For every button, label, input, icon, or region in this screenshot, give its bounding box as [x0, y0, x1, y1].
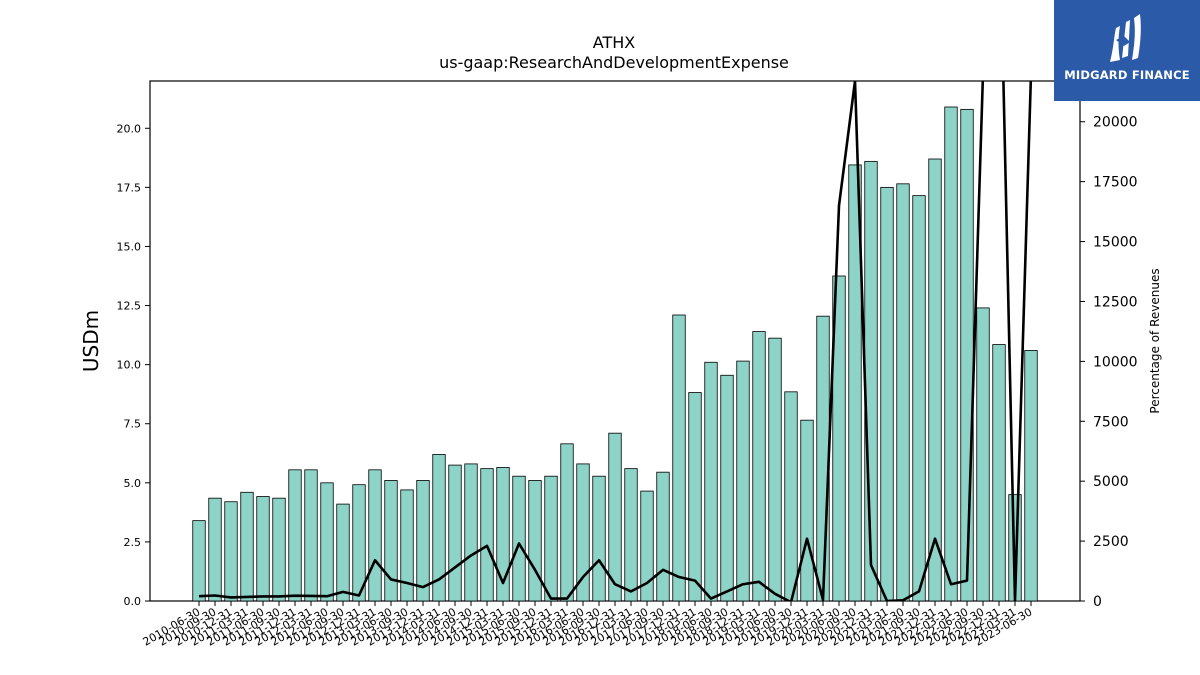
bar [416, 480, 430, 602]
bar-series [192, 106, 1038, 602]
y2-tick-label: 0 [1093, 594, 1102, 610]
bar [272, 497, 286, 602]
bar [880, 186, 894, 602]
bar [800, 419, 814, 602]
y-tick-label: 7.5 [124, 418, 142, 431]
bar [992, 344, 1006, 602]
right-y-axis: 0 2500 5000 7500 10000 12500 15000 17500 20000 [1080, 115, 1138, 610]
bar [960, 108, 974, 602]
bar [752, 331, 766, 602]
bar [560, 443, 574, 602]
bar [688, 392, 702, 602]
bar [768, 337, 782, 602]
y-tick-label: 12.5 [117, 300, 142, 313]
bar [784, 391, 798, 602]
bar [208, 497, 222, 602]
bar [224, 501, 238, 602]
y2-tick-label: 7500 [1093, 414, 1129, 430]
bar [944, 106, 958, 602]
bar [384, 480, 398, 602]
bar [720, 374, 734, 602]
y2-tick-label: 10000 [1093, 354, 1138, 370]
bar [512, 475, 526, 602]
bar [1024, 350, 1038, 602]
y-tick-label: 10.0 [117, 359, 142, 372]
bar [656, 471, 670, 602]
bar [592, 475, 606, 602]
bar [544, 475, 558, 602]
bar [288, 469, 302, 602]
bar [896, 183, 910, 602]
y2-axis-label: Percentage of Revenues [1148, 268, 1162, 413]
bar [624, 468, 638, 602]
brand-logo: MIDGARD FINANCE [1054, 0, 1200, 101]
left-y-axis: 0.0 2.5 5.0 7.5 10.0 12.5 15.0 17.5 20.0 [117, 122, 150, 608]
bar [528, 480, 542, 602]
y-tick-label: 15.0 [117, 240, 142, 253]
chart-subtitle: us-gaap:ResearchAndDevelopmentExpense [439, 53, 789, 72]
y-tick-label: 20.0 [117, 122, 142, 135]
bar [576, 463, 590, 602]
bar [816, 315, 830, 602]
series-line [198, 81, 1033, 601]
bar [912, 195, 926, 602]
bar [448, 464, 462, 602]
bar [336, 503, 350, 602]
bar [976, 307, 990, 602]
brand-logo-text: MIDGARD FINANCE [1064, 68, 1190, 82]
bar [480, 468, 494, 602]
bar [320, 482, 334, 602]
bar [928, 158, 942, 602]
bar [240, 491, 254, 602]
bar [672, 314, 686, 602]
y-tick-label: 2.5 [124, 536, 142, 549]
y2-tick-label: 20000 [1093, 115, 1138, 131]
bar [368, 469, 382, 602]
bar [304, 469, 318, 602]
line-series [198, 81, 1033, 601]
bar [736, 360, 750, 602]
y-tick-label: 17.5 [117, 181, 142, 194]
y2-tick-label: 5000 [1093, 474, 1129, 490]
midgard-logo-icon [1110, 14, 1141, 62]
y2-tick-label: 12500 [1093, 294, 1138, 310]
y-tick-label: 5.0 [124, 477, 142, 490]
x-axis: 2010-06-302010-09-302010-12-312011-03-31… [141, 601, 1035, 649]
chart-title: ATHX [593, 33, 636, 52]
y2-tick-label: 2500 [1093, 534, 1129, 550]
y-tick-label: 0.0 [124, 595, 142, 608]
bar [464, 463, 478, 602]
bar [704, 361, 718, 602]
y2-tick-label: 17500 [1093, 175, 1138, 191]
y-axis-label: USDm [79, 310, 103, 372]
y2-tick-label: 15000 [1093, 235, 1138, 251]
bar [256, 496, 270, 602]
bar [192, 520, 206, 602]
